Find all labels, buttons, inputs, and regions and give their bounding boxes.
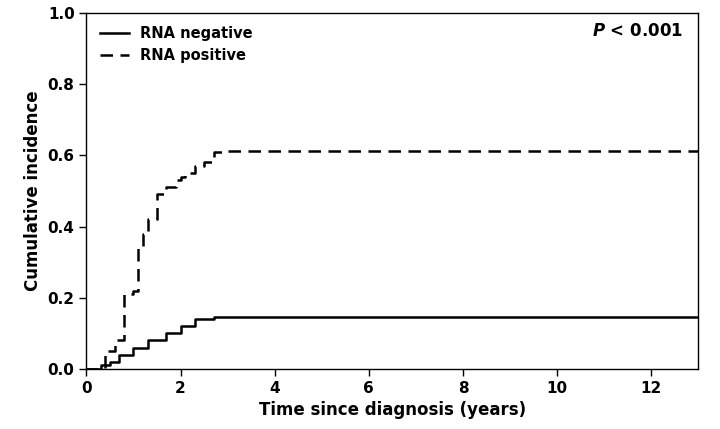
- RNA positive: [138, 231, 147, 236]
- RNA negative: [162, 338, 171, 343]
- RNA negative: [143, 345, 152, 350]
- RNA positive: [129, 292, 138, 297]
- RNA negative: [143, 338, 152, 343]
- Text: $\mathit{P}$ < 0.001: $\mathit{P}$ < 0.001: [592, 22, 683, 40]
- RNA positive: [238, 148, 246, 154]
- RNA positive: [171, 185, 180, 190]
- RNA positive: [176, 178, 185, 183]
- RNA positive: [223, 148, 232, 154]
- RNA negative: [210, 317, 218, 322]
- RNA positive: [138, 245, 147, 251]
- RNA negative: [190, 323, 199, 329]
- Legend: RNA negative, RNA positive: RNA negative, RNA positive: [94, 20, 258, 69]
- RNA positive: [153, 217, 161, 222]
- RNA positive: [176, 174, 185, 179]
- RNA positive: [101, 348, 109, 353]
- RNA positive: [143, 217, 152, 222]
- RNA positive: [238, 148, 246, 154]
- RNA negative: [176, 323, 185, 329]
- RNA positive: [143, 231, 152, 236]
- RNA positive: [162, 192, 171, 197]
- RNA positive: [82, 366, 91, 372]
- Line: RNA negative: RNA negative: [86, 317, 698, 369]
- RNA negative: [694, 315, 703, 320]
- RNA positive: [694, 148, 703, 154]
- RNA negative: [223, 315, 232, 320]
- RNA positive: [134, 245, 143, 251]
- RNA negative: [106, 363, 114, 368]
- RNA positive: [190, 170, 199, 176]
- RNA positive: [223, 149, 232, 154]
- RNA negative: [223, 315, 232, 320]
- RNA negative: [115, 359, 124, 364]
- RNA negative: [106, 359, 114, 364]
- RNA positive: [190, 163, 199, 169]
- RNA negative: [210, 315, 218, 320]
- RNA positive: [171, 178, 180, 183]
- RNA positive: [210, 149, 218, 154]
- RNA negative: [190, 317, 199, 322]
- RNA positive: [694, 148, 703, 154]
- RNA negative: [115, 352, 124, 357]
- RNA positive: [162, 185, 171, 190]
- RNA negative: [176, 331, 185, 336]
- RNA negative: [82, 366, 91, 372]
- RNA positive: [210, 160, 218, 165]
- RNA positive: [134, 288, 143, 293]
- RNA positive: [199, 160, 208, 165]
- Line: RNA positive: RNA positive: [86, 151, 698, 369]
- X-axis label: Time since diagnosis (years): Time since diagnosis (years): [258, 401, 526, 419]
- RNA positive: [110, 348, 119, 353]
- Y-axis label: Cumulative incidence: Cumulative incidence: [24, 91, 42, 291]
- RNA positive: [153, 192, 161, 197]
- RNA negative: [96, 363, 105, 368]
- RNA negative: [129, 345, 138, 350]
- RNA negative: [96, 366, 105, 372]
- RNA negative: [694, 315, 703, 320]
- RNA positive: [120, 292, 128, 297]
- RNA positive: [129, 288, 138, 293]
- RNA negative: [162, 331, 171, 336]
- RNA positive: [110, 338, 119, 343]
- RNA positive: [181, 170, 189, 176]
- RNA positive: [181, 174, 189, 179]
- RNA positive: [120, 338, 128, 343]
- RNA positive: [199, 163, 208, 169]
- RNA positive: [101, 366, 109, 372]
- RNA negative: [129, 352, 138, 357]
